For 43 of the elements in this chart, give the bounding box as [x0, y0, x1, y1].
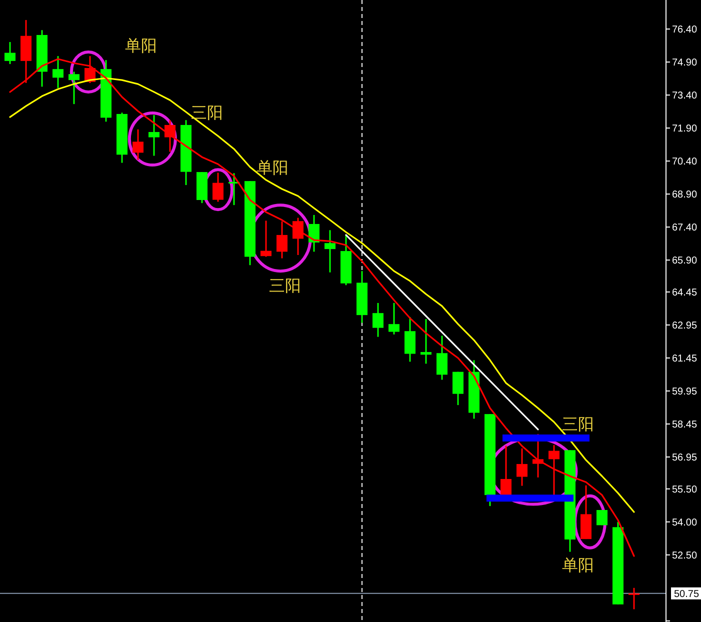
y-tick-label: 68.90 [672, 190, 698, 201]
y-tick-label: 70.40 [672, 156, 698, 168]
y-tick-label: 65.90 [672, 256, 698, 267]
y-tick-label: 54.00 [672, 517, 698, 528]
candlestick [148, 114, 160, 157]
candlestick [212, 172, 224, 203]
annotation: 单阳 [125, 36, 158, 56]
y-tick-label: 76.40 [672, 24, 698, 36]
candlestick [596, 509, 608, 526]
y-tick-label: 58.45 [672, 419, 698, 430]
candlestick [308, 214, 320, 252]
candlestick [628, 587, 640, 610]
candlestick [516, 448, 528, 487]
y-tick-label: 55.50 [672, 484, 698, 496]
y-tick-label: 61.45 [672, 353, 698, 364]
y-tick-label: 71.90 [672, 124, 698, 135]
candlestick [452, 371, 464, 406]
candlestick [4, 41, 16, 65]
annotation: 三阳 [269, 276, 302, 295]
y-tick-label: 56.95 [672, 452, 698, 464]
candlestick [260, 220, 272, 258]
ref-line-label: 50.75 [674, 588, 700, 600]
candlestick [132, 128, 144, 161]
y-tick-label: 73.40 [672, 90, 698, 102]
candlestick [420, 318, 432, 364]
y-tick-label: 64.45 [672, 287, 698, 298]
candlestick [436, 335, 448, 381]
annotation: 三阳 [190, 103, 223, 122]
annotation: 三阳 [562, 414, 594, 434]
candlestick [404, 316, 416, 362]
candlestick [276, 220, 288, 260]
y-tick-label: 59.95 [672, 386, 698, 398]
annotation: 单阳 [256, 158, 288, 178]
candlestick [324, 229, 336, 274]
candlestick [372, 302, 384, 338]
y-tick-label: 67.40 [672, 222, 698, 234]
y-tick-label: 74.90 [672, 58, 698, 69]
annotation: 单阳 [562, 555, 594, 574]
candlestick [52, 55, 64, 89]
y-tick-label: 52.50 [672, 550, 698, 562]
y-tick-label: 62.95 [672, 320, 698, 332]
candlestick [68, 70, 80, 105]
candlestick [388, 302, 400, 336]
